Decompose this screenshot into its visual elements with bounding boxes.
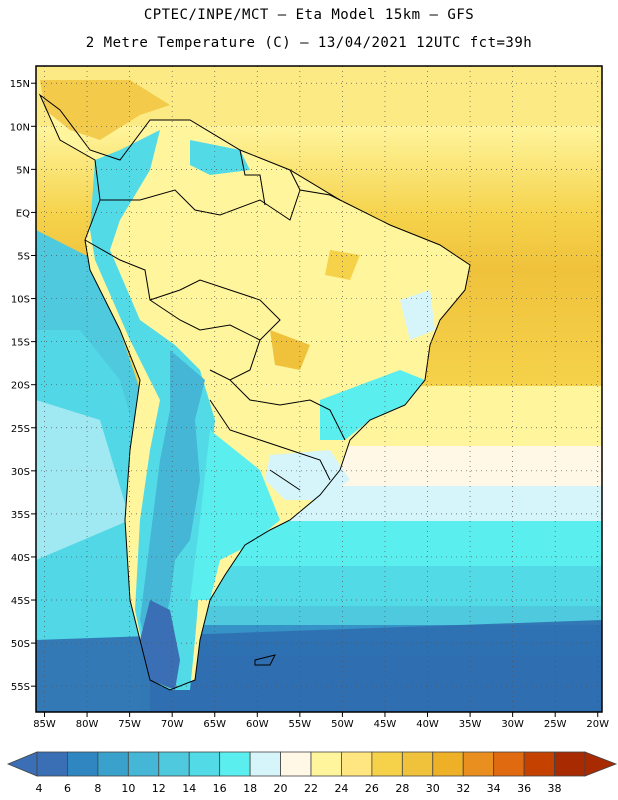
colorbar-swatch [371, 751, 403, 777]
colorbar-label: 26 [365, 782, 379, 795]
colorbar-label: 14 [182, 782, 196, 795]
lat-tick-label: EQ [16, 208, 30, 219]
lon-tick-label: 55W [289, 719, 312, 730]
lat-tick-label: 40S [11, 553, 30, 564]
map-title-line-2: 2 Metre Temperature (C) – 13/04/2021 12U… [85, 35, 533, 51]
colorbar-swatch [158, 751, 190, 777]
map-frame [35, 65, 603, 713]
colorbar-swatch [493, 751, 525, 777]
colorbar: 4 6 8 10 12 14 16 18 20 22 24 26 28 30 32 34 36 38 [6, 751, 618, 795]
colorbar-label: 16 [213, 782, 227, 795]
lat-tick-label: 10N [10, 122, 30, 133]
colorbar-swatch [401, 751, 434, 777]
axis-ticks: 85W 80W 75W 70W 65W 60W 55W 50W 45W 40W 35W 30W 25W 2… [10, 79, 609, 730]
lon-tick-label: 25W [544, 719, 567, 730]
colorbar-swatch [462, 751, 495, 777]
colorbar-label: 34 [487, 782, 501, 795]
colorbar-swatch [127, 751, 160, 777]
lat-tick-label: 5S [17, 251, 30, 262]
colorbar-label: 38 [548, 782, 562, 795]
lat-tick-label: 25S [11, 424, 30, 435]
lon-tick-label: 80W [76, 719, 99, 730]
colorbar-label: 22 [304, 782, 318, 795]
colorbar-label: 10 [121, 782, 135, 795]
lat-tick-label: 45S [11, 596, 30, 607]
lon-tick-label: 85W [33, 719, 56, 730]
lon-tick-label: 30W [501, 719, 524, 730]
lat-tick-label: 15S [11, 338, 30, 349]
colorbar-label: 20 [274, 782, 288, 795]
colorbar-swatch [341, 751, 373, 777]
colorbar-label: 6 [64, 782, 71, 795]
colorbar-label: 18 [243, 782, 257, 795]
colorbar-swatch [554, 751, 586, 777]
colorbar-swatch [523, 751, 555, 777]
lon-tick-label: 50W [331, 719, 354, 730]
lon-tick-label: 70W [161, 719, 184, 730]
colorbar-swatch [97, 751, 129, 777]
colorbar-label: 8 [94, 782, 101, 795]
lat-tick-label: 5N [16, 165, 30, 176]
colorbar-swatch [36, 751, 68, 777]
lat-tick-label: 30S [11, 467, 30, 478]
field-shading [36, 66, 602, 712]
colorbar-low-arrow [6, 751, 38, 777]
lat-tick-label: 15N [10, 79, 30, 90]
colorbar-swatch [280, 751, 312, 777]
colorbar-label: 36 [517, 782, 531, 795]
lat-tick-label: 35S [11, 510, 30, 521]
lon-tick-label: 20W [586, 719, 609, 730]
lat-tick-label: 55S [11, 682, 30, 693]
map-title-line-1: CPTEC/INPE/MCT – Eta Model 15km – GFS [143, 7, 475, 23]
lon-tick-label: 35W [459, 719, 482, 730]
colorbar-label: 28 [395, 782, 409, 795]
colorbar-swatch [188, 751, 221, 777]
lon-tick-label: 40W [416, 719, 439, 730]
colorbar-swatch [219, 751, 251, 777]
colorbar-swatch [67, 751, 99, 777]
colorbar-swatch [310, 751, 342, 777]
colorbar-label: 30 [426, 782, 440, 795]
lon-tick-label: 65W [203, 719, 226, 730]
colorbar-label: 32 [456, 782, 470, 795]
colorbar-high-arrow [584, 751, 618, 777]
lon-tick-label: 45W [374, 719, 397, 730]
colorbar-label: 12 [152, 782, 166, 795]
lat-tick-label: 10S [11, 295, 30, 306]
lon-tick-label: 60W [246, 719, 269, 730]
colorbar-swatch [432, 751, 464, 777]
country-borders [38, 93, 471, 691]
colorbar-label: 24 [334, 782, 348, 795]
lon-tick-label: 75W [118, 719, 141, 730]
colorbar-swatch [249, 751, 281, 777]
lat-tick-label: 50S [11, 639, 30, 650]
lat-tick-label: 20S [11, 381, 30, 392]
colorbar-label: 4 [36, 782, 43, 795]
